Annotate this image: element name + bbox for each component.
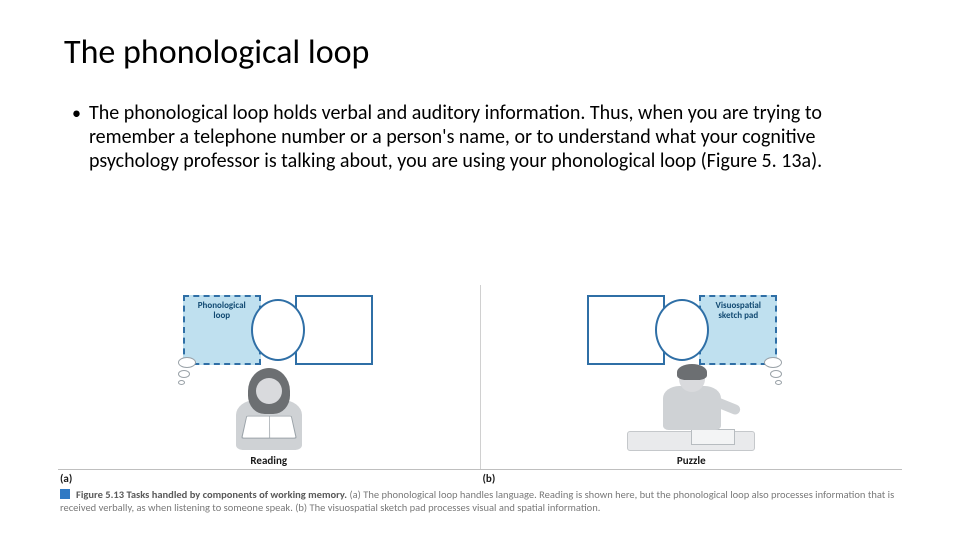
person-puzzle-icon — [621, 366, 761, 451]
panel-a: Phonological loop Reading (a) — [58, 285, 480, 469]
phonological-box-empty — [587, 295, 665, 365]
slide: The phonological loop • The phonological… — [0, 0, 960, 173]
slide-title: The phonological loop — [64, 32, 896, 73]
bullet-text: The phonological loop holds verbal and a… — [89, 101, 896, 173]
panel-a-letter: (a) — [60, 472, 72, 485]
panel-b-caption: Puzzle — [481, 454, 903, 467]
wm-diagram-a: Phonological loop — [58, 291, 480, 369]
caption-square-icon — [60, 489, 70, 499]
phonological-loop-label: Phonological loop — [189, 301, 255, 321]
visuospatial-sketchpad-box: Visuospatial sketch pad — [699, 295, 777, 365]
figure-caption: Figure 5.13 Tasks handled by components … — [58, 488, 902, 514]
panel-a-caption: Reading — [58, 454, 480, 467]
visuospatial-box-empty — [295, 295, 373, 365]
panel-b-letter: (b) — [483, 472, 496, 485]
figure-5-13: Phonological loop Reading (a) — [58, 285, 902, 525]
phonological-loop-box: Phonological loop — [183, 295, 261, 365]
reader-illustration — [58, 363, 480, 451]
wm-diagram-b: Visuospatial sketch pad — [481, 291, 903, 369]
central-executive-oval — [655, 299, 709, 361]
puzzler-illustration — [481, 363, 903, 451]
bullet-item: • The phonological loop holds verbal and… — [72, 101, 896, 173]
visuospatial-sketchpad-label: Visuospatial sketch pad — [705, 301, 771, 321]
bullet-marker: • — [72, 101, 81, 125]
central-executive-oval — [251, 299, 305, 361]
figure-panels: Phonological loop Reading (a) — [58, 285, 902, 470]
figure-title: Tasks handled by components of working m… — [126, 488, 347, 501]
person-reading-icon — [204, 366, 334, 451]
panel-b: Visuospatial sketch pad Puzzle (b — [480, 285, 903, 469]
figure-number: Figure 5.13 — [76, 488, 124, 501]
